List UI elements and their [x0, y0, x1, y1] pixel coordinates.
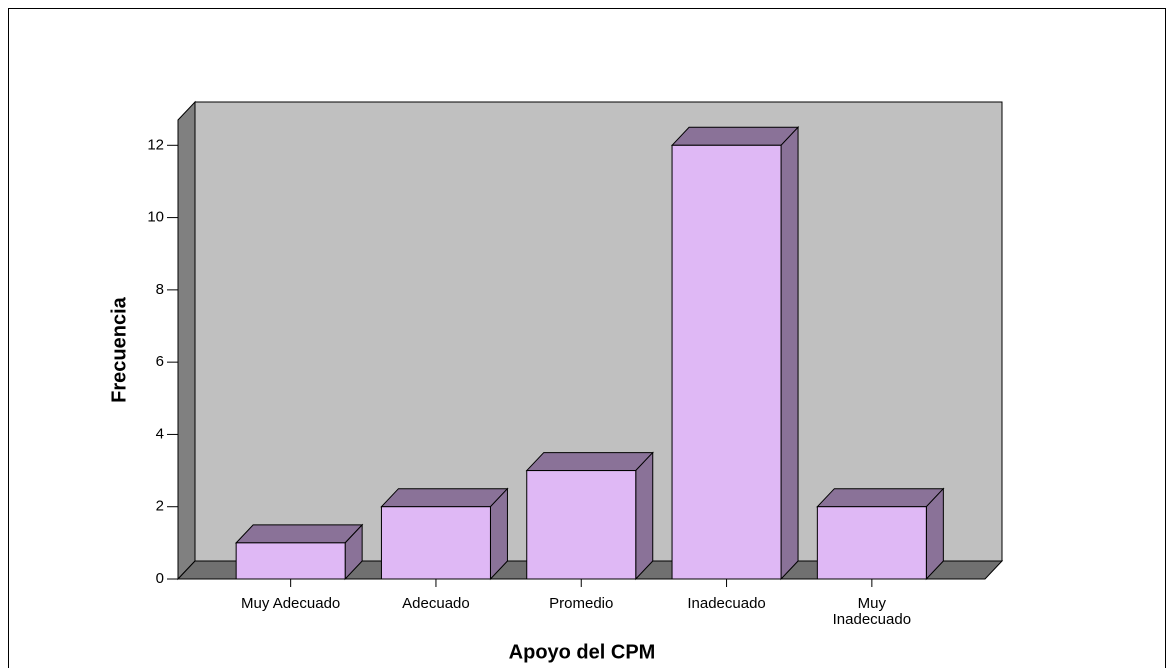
y-tick-label: 10 [147, 209, 164, 226]
y-tick-label: 6 [156, 353, 164, 370]
bar-top [234, 524, 364, 544]
x-axis-label: Apoyo del CPM [509, 641, 656, 663]
frame [8, 8, 1166, 668]
bar [670, 126, 800, 581]
y-tick-label: 0 [156, 570, 164, 587]
x-tick-label: Muy Adecuado [241, 595, 341, 612]
x-tick-label: Inadecuado [687, 595, 766, 612]
bar-front [671, 144, 782, 580]
bar-top [525, 452, 654, 472]
y-tick-label: 4 [156, 425, 164, 442]
side-wall [177, 100, 196, 581]
bar-top [816, 488, 945, 508]
y-tick-label: 12 [147, 136, 164, 153]
x-tick-label: Muy Inadecuado [832, 595, 912, 628]
bar [234, 523, 364, 581]
bar-front [816, 506, 927, 580]
y-tick-label: 2 [156, 498, 164, 515]
bar-side [780, 126, 799, 581]
bar-side [635, 451, 654, 581]
bar-top [670, 126, 800, 146]
bar-top [380, 488, 509, 508]
y-axis-label: Frecuencia [108, 296, 130, 402]
bar-front [235, 542, 346, 580]
bar [816, 487, 945, 581]
bar [380, 487, 509, 581]
bar-front [526, 470, 637, 580]
x-tick-label: Promedio [549, 595, 614, 612]
x-tick-label: Adecuado [402, 595, 470, 612]
y-tick-label: 8 [156, 281, 164, 298]
bar-front [380, 506, 491, 580]
bar [525, 451, 654, 581]
